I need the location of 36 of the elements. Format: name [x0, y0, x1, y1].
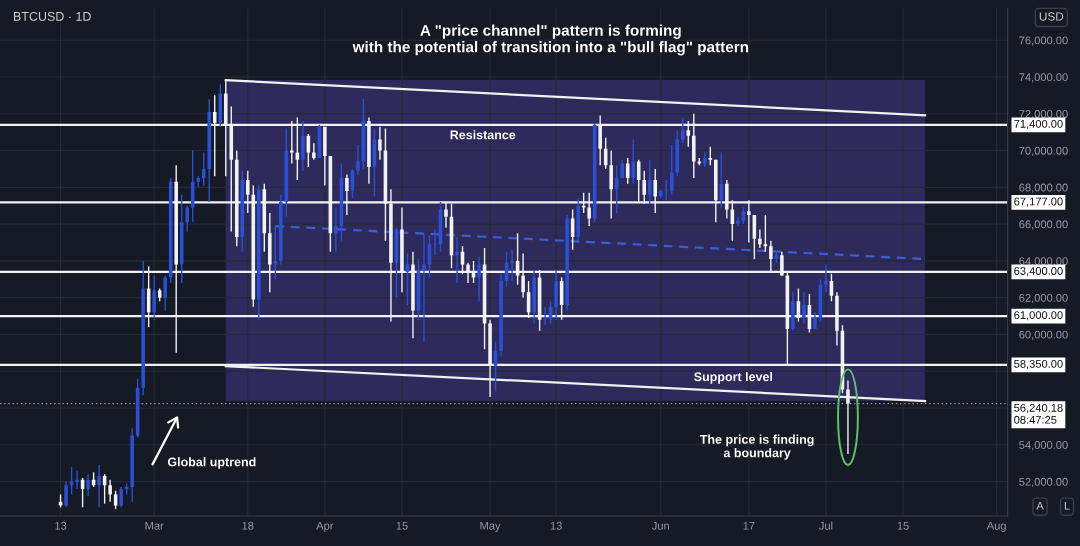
- ref-line-label: 56,240.18 08:47:25: [1014, 403, 1063, 424]
- y-tick-label: 74,000.00: [1019, 73, 1068, 83]
- y-tick-label: 52,000.00: [1019, 477, 1068, 488]
- y-tick-label: 66,000.00: [1019, 220, 1068, 230]
- y-tick-label: 76,000.00: [1019, 36, 1068, 46]
- annotation: Support level: [694, 372, 773, 384]
- text: L: [1064, 501, 1070, 510]
- y-tick-label: 62,000.00: [1019, 293, 1068, 304]
- text: A: [1036, 501, 1044, 510]
- text: A "price channel" pattern is forming with the potential of transition into a "bull flag" pattern: [352, 24, 749, 56]
- x-tick-label: 18: [242, 521, 254, 530]
- x-tick-label: Jul: [819, 521, 833, 530]
- y-tick-label: 60,000.00: [1019, 330, 1068, 340]
- ref-line-label: 58,350.00: [1014, 359, 1063, 370]
- x-tick-label: May: [480, 521, 501, 532]
- ref-line-label: 67,177.00: [1014, 197, 1063, 207]
- x-tick-label: 13: [55, 521, 67, 530]
- x-tick-label: 15: [396, 521, 408, 530]
- annotation: The price is finding a boundary: [699, 434, 814, 460]
- x-tick-label: Mar: [145, 521, 164, 530]
- x-tick-label: Apr: [316, 521, 334, 532]
- x-tick-label: 15: [897, 521, 909, 530]
- y-tick-label: 68,000.00: [1019, 183, 1068, 193]
- x-tick-label: 13: [550, 521, 562, 530]
- ref-line-label: 71,400.00: [1014, 119, 1063, 130]
- ref-line-label: 61,000.00: [1014, 311, 1063, 321]
- ref-line-label: 63,400.00: [1014, 267, 1063, 277]
- x-tick-label: Aug: [986, 521, 1006, 532]
- annotation: Global uptrend: [167, 457, 256, 469]
- annotation: Resistance: [450, 130, 516, 140]
- text: USD: [1039, 12, 1064, 21]
- y-tick-label: 70,000.00: [1019, 146, 1068, 156]
- annotation: BTCUSD · 1D: [13, 11, 91, 21]
- x-tick-label: Jun: [651, 521, 669, 530]
- y-tick-label: 54,000.00: [1019, 441, 1068, 451]
- x-tick-label: 17: [743, 521, 755, 530]
